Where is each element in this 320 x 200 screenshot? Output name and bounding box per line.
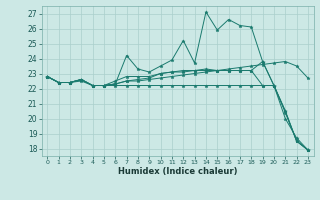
X-axis label: Humidex (Indice chaleur): Humidex (Indice chaleur) — [118, 167, 237, 176]
